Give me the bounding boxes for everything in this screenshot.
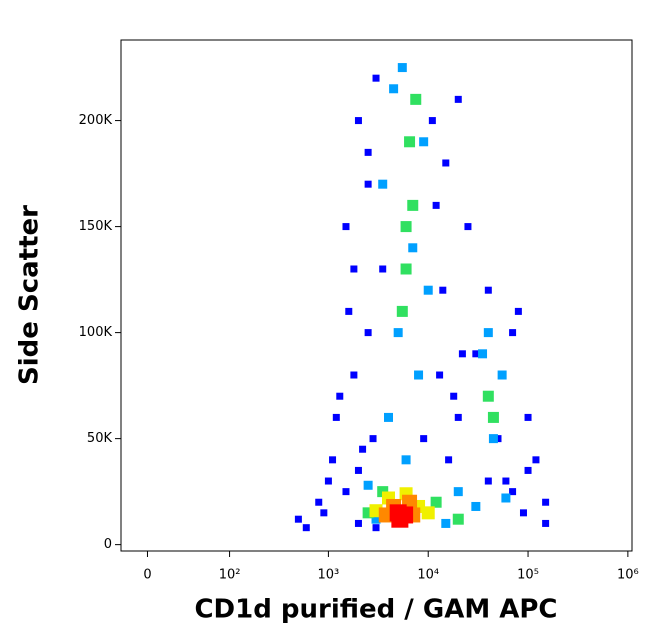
plot-frame [120, 39, 633, 552]
density-cell [471, 501, 481, 511]
density-cell [400, 263, 412, 275]
x-tick-label: 10³ [318, 568, 340, 583]
density-cell [442, 159, 450, 167]
density-cell [407, 199, 419, 211]
density-cell [478, 349, 488, 359]
density-cell [484, 286, 492, 294]
density-cell [384, 412, 394, 422]
density-cell [332, 413, 340, 421]
density-cell [372, 74, 380, 82]
density-cell [362, 507, 374, 519]
density-cell [420, 435, 428, 443]
density-cell [519, 509, 527, 517]
density-cell [419, 137, 429, 147]
density-cell [302, 524, 310, 532]
density-cell [524, 413, 532, 421]
density-cell [389, 84, 399, 94]
density-cell [315, 498, 323, 506]
density-cell [364, 329, 372, 337]
y-tick-label: 150K [79, 219, 113, 234]
density-cell [494, 435, 502, 443]
density-cell [439, 286, 447, 294]
y-tick-label: 50K [87, 431, 113, 446]
x-axis-title: CD1d purified / GAM APC [194, 595, 557, 625]
density-cell [488, 434, 498, 444]
density-cell [436, 371, 444, 379]
density-cell [497, 370, 507, 380]
density-cell [404, 136, 416, 148]
y-tick-label: 0 [104, 537, 112, 552]
density-cell [428, 117, 436, 125]
y-axis-title: Side Scatter [15, 205, 45, 385]
density-cell [514, 307, 522, 315]
density-cell [472, 350, 480, 358]
density-cell [350, 265, 358, 273]
density-cell [336, 392, 344, 400]
density-cell [364, 148, 372, 156]
density-cell [354, 117, 362, 125]
density-cell [391, 510, 409, 528]
x-tick-label: 10⁶ [617, 568, 639, 583]
density-cell [350, 371, 358, 379]
density-cell [329, 456, 337, 464]
density-cell [408, 243, 418, 253]
density-cell [464, 223, 472, 231]
density-cell [397, 63, 407, 73]
density-cell [487, 411, 499, 423]
x-tick-label: 0 [143, 568, 151, 583]
x-tick-label: 10⁴ [417, 568, 439, 583]
density-cell [532, 456, 540, 464]
density-cell [410, 93, 422, 105]
x-tick-label: 10² [219, 568, 241, 583]
density-cell [453, 487, 463, 497]
density-cell [359, 445, 367, 453]
density-cell [320, 509, 328, 517]
y-tick-label: 100K [79, 325, 113, 340]
density-cell [414, 370, 424, 380]
density-cell [393, 328, 403, 338]
density-cell [501, 493, 511, 503]
density-cell [483, 328, 493, 338]
density-cell [482, 390, 494, 402]
density-cell [364, 180, 372, 188]
density-cell [396, 305, 408, 317]
density-cell [371, 514, 381, 524]
density-cell [363, 480, 373, 490]
density-cell [509, 488, 517, 496]
density-cell [430, 496, 442, 508]
density-cell [509, 329, 517, 337]
density-cell [441, 518, 451, 528]
density-cell [432, 201, 440, 209]
density-cell [294, 515, 302, 523]
density-cell [421, 506, 435, 520]
density-cell [354, 519, 362, 527]
density-cell [454, 95, 462, 103]
density-cell [542, 498, 550, 506]
density-cell [342, 488, 350, 496]
density-cell [450, 392, 458, 400]
density-cell [445, 456, 453, 464]
density-cell [423, 285, 433, 295]
density-cell [378, 179, 388, 189]
density-cell [401, 455, 411, 465]
density-cell [354, 466, 362, 474]
density-cell [524, 466, 532, 474]
y-tick-label: 200K [79, 113, 113, 128]
density-cell [345, 307, 353, 315]
density-cell [452, 513, 464, 525]
density-cell [502, 477, 510, 485]
density-cell [484, 477, 492, 485]
density-cell [542, 519, 550, 527]
density-cell [400, 221, 412, 233]
density-cell [372, 524, 380, 532]
density-cell [454, 413, 462, 421]
x-tick-label: 10⁵ [517, 568, 539, 583]
density-cell [379, 265, 387, 273]
density-cell [458, 350, 466, 358]
density-cell [369, 435, 377, 443]
density-cell [342, 223, 350, 231]
density-cell [324, 477, 332, 485]
